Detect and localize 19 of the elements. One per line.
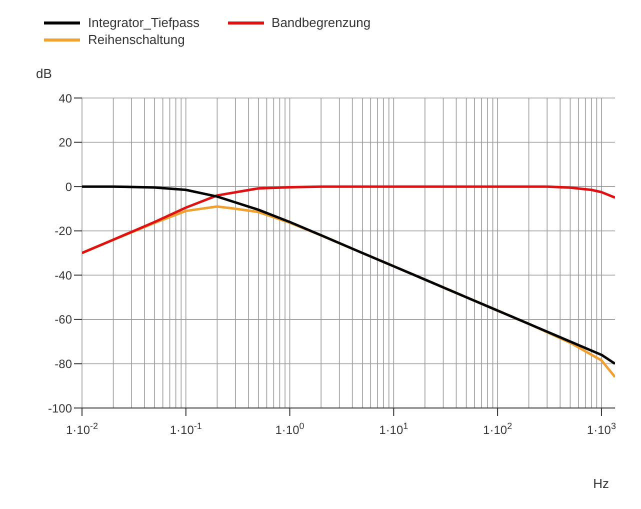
legend-label: Bandbegrenzung	[272, 14, 371, 31]
y-axis-title: dB	[36, 66, 52, 81]
y-tick-label: -60	[54, 312, 72, 327]
legend-label: Integrator_Tiefpass	[88, 14, 200, 31]
y-tick-label: -20	[54, 224, 72, 238]
y-tick-label: 20	[58, 136, 72, 150]
x-tick-label: 1·10$^{3}$	[586, 421, 616, 437]
x-tick-label: 1·10$^{0}$	[275, 421, 304, 437]
y-tick-label: -40	[54, 268, 72, 282]
y-tick-label: -100	[48, 401, 72, 416]
y-tick-label: -80	[54, 356, 72, 371]
x-axis-title: Hz	[593, 476, 609, 491]
x-tick-label: 1·10$^{-2}$	[66, 421, 98, 437]
legend-label: Reihenschaltung	[88, 31, 185, 48]
y-tick-label: 40	[58, 91, 72, 106]
x-tick-label: 1·10$^{1}$	[379, 421, 408, 437]
x-tick-label: 1·10$^{-1}$	[170, 421, 202, 437]
x-tick-label: 1·10$^{2}$	[483, 421, 512, 437]
y-tick-label: 0	[65, 180, 72, 194]
